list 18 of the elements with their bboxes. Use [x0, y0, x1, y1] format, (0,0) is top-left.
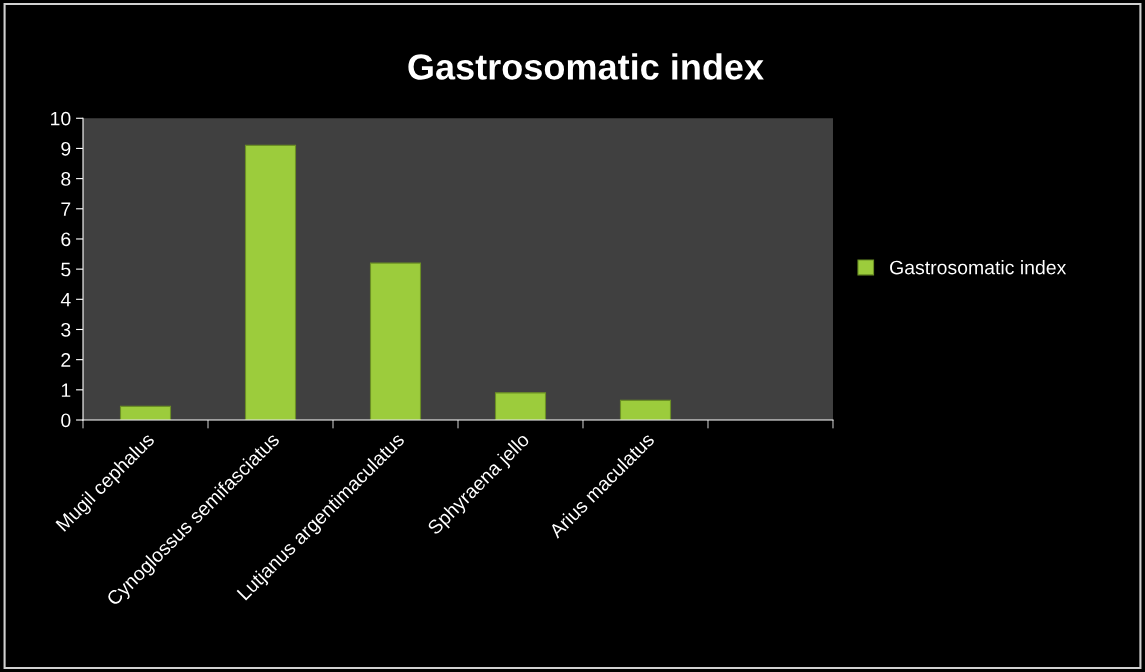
y-tick-label: 0	[61, 413, 71, 428]
y-tick-label: 7	[61, 202, 71, 216]
bar	[369, 262, 422, 420]
legend-label: Gastrosomatic index	[890, 260, 1067, 275]
bar	[119, 405, 172, 420]
y-tick-label: 8	[61, 172, 71, 186]
chart-title: Gastrosomatic index	[408, 53, 764, 80]
y-tick-label: 1	[61, 383, 71, 397]
bar	[619, 399, 672, 420]
y-tick-label: 3	[61, 322, 71, 337]
y-tick-label: 5	[61, 262, 71, 277]
y-tick-label: 6	[61, 232, 71, 247]
bar	[494, 392, 547, 420]
y-tick-label: 10	[51, 111, 71, 126]
y-tick-label: 9	[61, 141, 71, 156]
y-tick-label: 2	[61, 353, 71, 367]
bar	[244, 144, 297, 420]
y-tick-label: 4	[60, 292, 71, 307]
